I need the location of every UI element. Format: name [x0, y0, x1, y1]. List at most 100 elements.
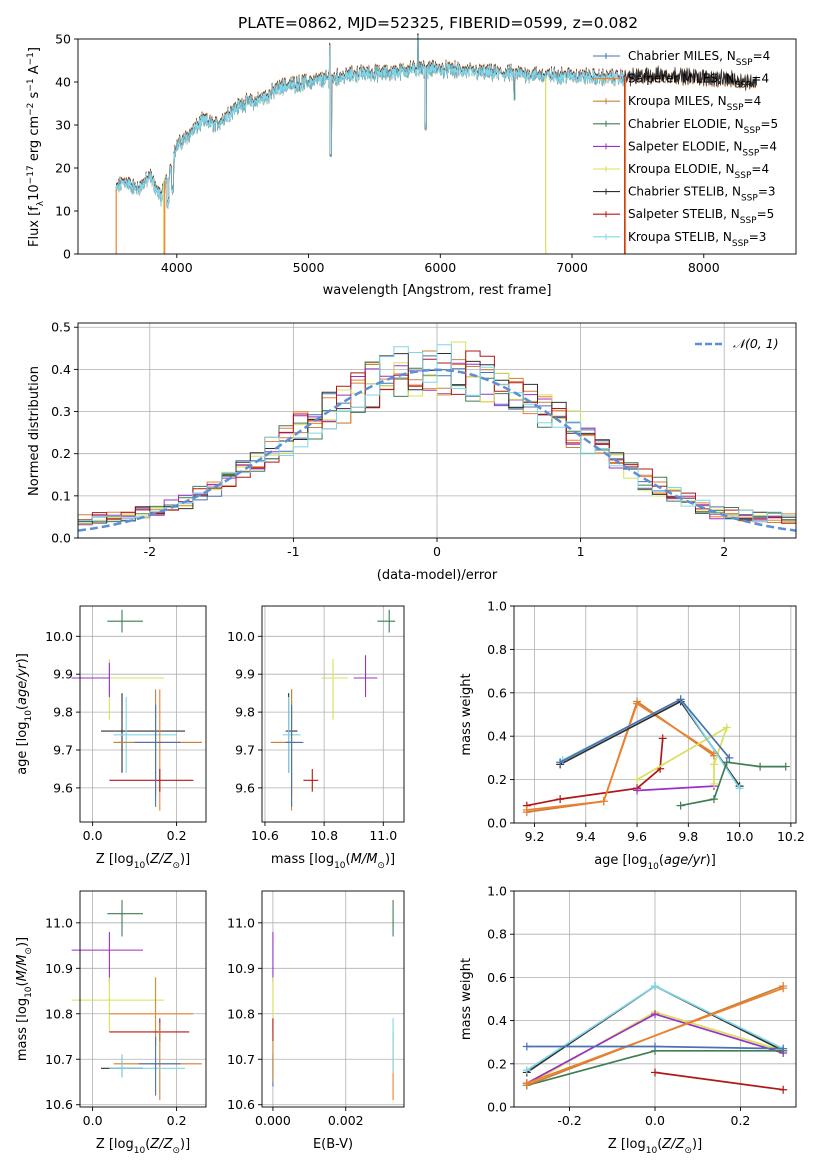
legend-label-chabrier-elodie: Chabrier ELODIE, NSSP=5 — [628, 117, 778, 136]
spectrum-xtick-label: 4000 — [161, 260, 193, 275]
z-age-xlabel: Z [log10(Z/Z⊙)] — [96, 852, 190, 871]
z-mass-ytick-label: 11.0 — [45, 915, 73, 930]
z-weight-ytick-label: 0.0 — [487, 1100, 507, 1115]
z-weight-ytick-label: 0.6 — [487, 970, 507, 985]
residuals-xtick-label: 1 — [577, 544, 585, 559]
ebv-mass-ytick-label: 10.9 — [227, 961, 255, 976]
spectrum-xtick-label: 7000 — [556, 260, 588, 275]
residuals-content — [77, 341, 797, 538]
z-weight-marker-kroupa-stelib — [651, 982, 659, 991]
age-weight-marker-salpeter-miles — [599, 797, 608, 806]
mass-age-ytick-label: 9.6 — [235, 780, 255, 795]
age-weight-ytick-label: 0.0 — [487, 816, 507, 831]
legend-label-salpeter-stelib: Salpeter STELIB, NSSP=5 — [628, 207, 774, 226]
residuals-xtick-label: 2 — [720, 544, 728, 559]
residuals-xtick-label: 0 — [433, 544, 441, 559]
spectrum-ytick-label: 40 — [55, 75, 71, 90]
spectrum-series-salpeter-stelib — [115, 33, 625, 208]
age-weight-marker-chabrier-miles — [676, 695, 685, 704]
mass-age-xtick-label: 10.8 — [310, 828, 338, 843]
z-age-ytick-label: 10.0 — [45, 629, 73, 644]
residuals-gaussian-curve — [77, 368, 797, 532]
residuals-xlabel: (data-model)/error — [377, 568, 498, 583]
age-weight-line-salpeter-elodie — [637, 785, 715, 792]
z-weight-ylabel: mass weight — [459, 958, 474, 1040]
z-weight-ytick-label: 0.4 — [487, 1013, 507, 1028]
spectrum-ylabel: Flux [fλ10−17 erg cm−2 s−1 A−1] — [26, 47, 46, 247]
mass-age-content — [270, 609, 396, 811]
mass-age-xtick-label: 11.0 — [369, 828, 397, 843]
age-weight-marker-salpeter-elodie — [633, 786, 642, 795]
age-weight-ytick-label: 0.2 — [487, 772, 507, 787]
z-age-ylabel: age [log10(age/yr)] — [15, 653, 34, 775]
age-weight-content — [522, 695, 790, 817]
age-weight-line-salpeter-miles — [526, 702, 715, 811]
ebv-mass-xlabel: E(B-V) — [313, 1137, 353, 1152]
age-weight-ytick-label: 0.6 — [487, 685, 507, 700]
age-weight-marker-salpeter-stelib — [658, 734, 667, 743]
age-weight-panel: 9.2 9.4 9.6 9.8 10.0 10.2 0.0 0.2 0.4 0.6 0.8 1.0 ag… — [459, 599, 805, 873]
z-mass-ylabel: mass [log10(M/M⊙)] — [15, 937, 34, 1061]
spectrum-ytick-label: 20 — [55, 161, 71, 176]
legend-label-salpeter-elodie: Salpeter ELODIE, NSSP=4 — [628, 139, 777, 158]
residuals-frame — [77, 322, 797, 539]
z-weight-xtick-label: 0.0 — [645, 1113, 665, 1128]
z-age-ytick-label: 9.9 — [53, 667, 73, 682]
spectrum-ytick-label: 30 — [55, 118, 71, 133]
z-weight-xlabel: Z [log10(Z/Z⊙)] — [608, 1137, 702, 1156]
z-weight-xtick-label: 0.2 — [731, 1113, 751, 1128]
z-mass-xtick-label: 0.0 — [83, 1113, 103, 1128]
spectrum-ytick-label: 10 — [55, 204, 71, 219]
z-mass-ytick-label: 10.9 — [45, 961, 73, 976]
age-weight-frame — [513, 605, 797, 824]
ebv-mass-ytick-label: 11.0 — [227, 915, 255, 930]
z-age-ytick-label: 9.6 — [53, 780, 73, 795]
figure-title: PLATE=0862, MJD=52325, FIBERID=0599, z=0… — [238, 14, 638, 32]
spectrum-legend: Chabrier MILES, NSSP=4 Salpeter MILES, NS… — [593, 49, 778, 249]
z-age-frame — [79, 605, 207, 823]
mass-age-xtick-label: 10.6 — [251, 828, 279, 843]
age-weight-line-salpeter-stelib — [526, 738, 664, 807]
z-weight-ytick-label: 1.0 — [487, 884, 507, 899]
z-weight-marker-kroupa-stelib — [522, 1066, 531, 1075]
age-weight-line-chabrier-stelib — [559, 700, 741, 787]
age-weight-ylabel: mass weight — [459, 673, 474, 755]
z-mass-xlabel: Z [log10(Z/Z⊙)] — [96, 1137, 190, 1156]
z-mass-panel: 0.0 0.2 10.6 10.7 10.8 10.9 11.0 Z [log10(Z/Z⊙)… — [15, 890, 207, 1156]
z-weight-marker-salpeter-stelib — [651, 1068, 659, 1077]
residuals-panel: -2 -1 0 1 2 0.0 0.1 0.2 0.3 0.4 0.5 𝒩(0, 1) (data-mo… — [27, 320, 797, 583]
age-weight-marker-chabrier-elodie — [676, 801, 685, 810]
z-weight-marker-chabrier-miles — [651, 1042, 659, 1051]
age-weight-line-kroupa-miles — [526, 700, 715, 813]
ebv-mass-panel: 0.000 0.002 10.6 10.7 10.8 10.9 11.0 E(B-V) — [227, 890, 405, 1152]
residuals-ytick-label: 0.4 — [51, 362, 71, 377]
legend-label-salpeter-miles: Salpeter MILES, NSSP=4 — [628, 72, 769, 91]
z-weight-marker-chabrier-miles — [522, 1042, 531, 1051]
z-age-ytick-label: 9.8 — [53, 705, 73, 720]
z-weight-line-salpeter-miles — [526, 987, 784, 1084]
z-age-panel: 0.0 0.2 9.6 9.7 9.8 9.9 10.0 Z [log10(Z/Z⊙)] age… — [15, 605, 207, 871]
z-weight-line-salpeter-stelib — [654, 1071, 784, 1091]
ebv-mass-ytick-label: 10.7 — [227, 1052, 255, 1067]
mass-age-ytick-label: 9.9 — [235, 667, 255, 682]
ebv-mass-content — [272, 900, 394, 1101]
mass-age-frame — [261, 605, 405, 823]
z-weight-marker-salpeter-elodie — [651, 1010, 659, 1019]
residuals-ytick-label: 0.0 — [51, 531, 71, 546]
age-weight-marker-kroupa-elodie — [709, 760, 718, 769]
age-weight-marker-chabrier-elodie — [781, 762, 790, 771]
z-mass-ytick-label: 10.7 — [45, 1052, 73, 1067]
residuals-ytick-label: 0.1 — [51, 488, 71, 503]
age-weight-marker-salpeter-miles — [633, 699, 642, 708]
ebv-mass-ytick-label: 10.8 — [227, 1006, 255, 1021]
residuals-xtick-label: -1 — [287, 544, 299, 559]
z-weight-marker-salpeter-miles — [522, 1079, 531, 1088]
age-weight-ytick-label: 1.0 — [487, 599, 507, 614]
residuals-ylabel: Normed distribution — [27, 366, 42, 496]
z-mass-ytick-label: 10.6 — [45, 1097, 73, 1112]
age-weight-xtick-label: 9.2 — [525, 829, 545, 844]
z-weight-marker-salpeter-miles — [779, 984, 788, 993]
z-weight-panel: -0.2 0.0 0.2 0.0 0.2 0.4 0.6 0.8 1.0 Z [log10(Z/Z… — [459, 884, 797, 1156]
z-mass-ytick-label: 10.8 — [45, 1006, 73, 1021]
age-weight-ytick-label: 0.8 — [487, 642, 507, 657]
